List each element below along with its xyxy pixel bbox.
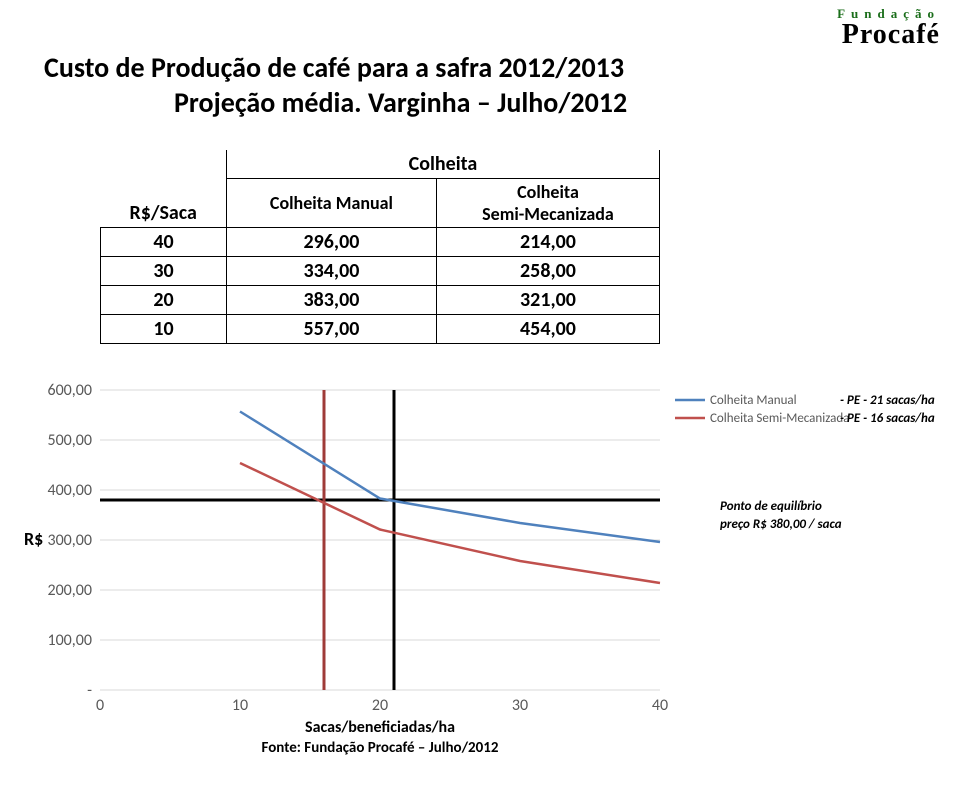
source-label: Fonte: Fundação Procafé – Julho/2012 (262, 739, 499, 757)
y-axis-label: R$ (24, 528, 43, 550)
svg-text:10: 10 (232, 696, 248, 715)
svg-text:100,00: 100,00 (47, 631, 92, 650)
legend-manual: Colheita Manual (710, 393, 797, 408)
line-chart: - 100,00 200,00 300,00 400,00 500,00 600… (20, 370, 940, 770)
x-ticks: 0 10 20 30 40 (96, 696, 668, 715)
table-row: 20383,00321,00 (101, 286, 660, 315)
legend: Colheita Manual Colheita Semi-Mecanizada (675, 393, 849, 426)
table-row: 40296,00214,00 (101, 228, 660, 257)
annot-pe-semi: - PE - 16 sacas/ha (840, 411, 935, 426)
legend-semi: Colheita Semi-Mecanizada (710, 411, 849, 426)
y-ticks: - 100,00 200,00 300,00 400,00 500,00 600… (47, 381, 92, 700)
svg-text:400,00: 400,00 (47, 481, 92, 500)
th-manual: Colheita Manual (226, 179, 436, 228)
annot-pe-manual: - PE - 21 sacas/ha (840, 393, 935, 408)
th-group: Colheita (226, 150, 659, 179)
svg-text:20: 20 (372, 696, 388, 715)
svg-text:40: 40 (652, 696, 668, 715)
table-row: 10557,00454,00 (101, 315, 660, 344)
title-line1: Custo de Produção de café para a safra 2… (44, 50, 924, 85)
chart-svg: - 100,00 200,00 300,00 400,00 500,00 600… (20, 370, 940, 770)
table-row: 30334,00258,00 (101, 257, 660, 286)
grid (100, 390, 660, 690)
svg-text:300,00: 300,00 (47, 531, 92, 550)
svg-text:-: - (87, 681, 92, 700)
annot-eq-2: preço R$ 380,00 / saca (720, 517, 842, 532)
series-semi (240, 463, 660, 583)
cost-table: R$/Saca Colheita Colheita Manual Colheit… (100, 150, 660, 344)
svg-text:500,00: 500,00 (47, 431, 92, 450)
series-manual (240, 412, 660, 543)
svg-text:0: 0 (96, 696, 104, 715)
logo-procafe: Procafé (837, 22, 940, 47)
x-axis-label: Sacas/beneficiadas/ha (305, 718, 455, 737)
th-rsaca: R$/Saca (101, 150, 227, 228)
svg-text:200,00: 200,00 (47, 581, 92, 600)
svg-text:30: 30 (512, 696, 528, 715)
th-semi: ColheitaSemi-Mecanizada (436, 179, 659, 228)
svg-text:600,00: 600,00 (47, 381, 92, 400)
logo: Fundação Procafé (837, 6, 940, 47)
annot-eq-1: Ponto de equilíbrio (720, 499, 822, 514)
title-line2: Projeção média. (174, 85, 362, 120)
subtitle: Varginha – Julho/2012 (368, 85, 627, 120)
page-title: Custo de Produção de café para a safra 2… (44, 50, 924, 120)
